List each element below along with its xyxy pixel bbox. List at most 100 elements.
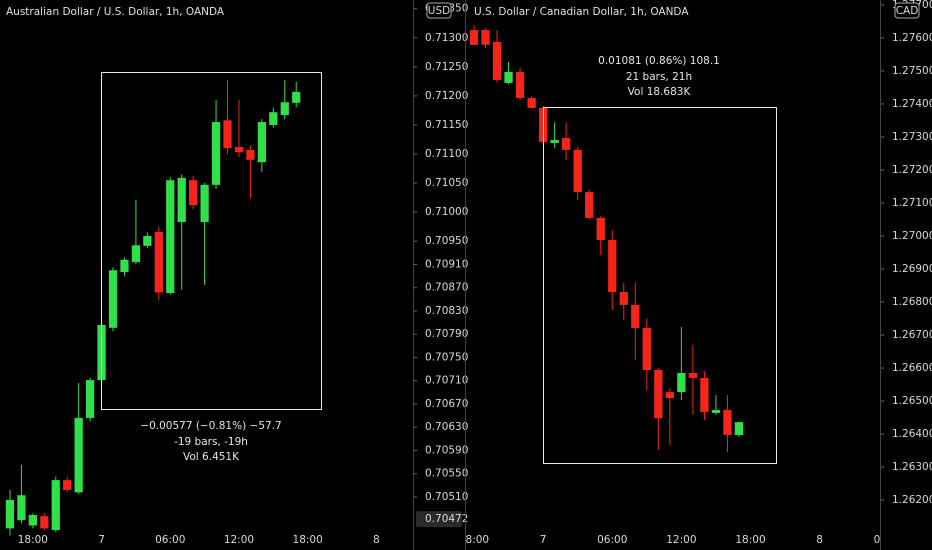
candle-body <box>654 370 663 419</box>
candle-body <box>5 499 15 529</box>
x-tick-label: 18:00 <box>293 534 323 546</box>
measure-label: −0.00577 (−0.81%) −57.7 <box>140 420 281 432</box>
y-tick-label: 0.70670 <box>425 398 468 410</box>
y-tick-label: 0.70910 <box>425 258 468 270</box>
y-tick-label: 1.26800 <box>892 296 932 308</box>
x-tick-label: 12:00 <box>666 534 696 546</box>
candle-body <box>189 180 198 206</box>
candle-body <box>585 192 594 218</box>
y-tick-label: 1.27500 <box>892 65 932 77</box>
candle-body <box>85 380 95 418</box>
candle-body <box>723 409 732 436</box>
candle-body <box>642 328 651 371</box>
price-marker-label: 0.70472 <box>425 513 468 525</box>
candle-body <box>596 217 605 240</box>
y-tick-label: 1.27600 <box>892 32 932 44</box>
candle-body <box>177 177 186 223</box>
chart-title: Australian Dollar / U.S. Dollar, 1h, OAN… <box>6 6 225 18</box>
x-tick-label: 18:00 <box>18 534 48 546</box>
y-tick-label: 0.70870 <box>425 282 468 294</box>
x-tick-label: 18:00 <box>735 534 765 546</box>
candle-body <box>269 112 278 125</box>
y-tick-label: 0.70550 <box>425 468 468 480</box>
candle-body <box>562 137 571 150</box>
currency-label: USD <box>428 5 450 17</box>
x-tick-label: 06:00 <box>597 534 627 546</box>
candle-body <box>257 122 266 163</box>
candle-body <box>17 495 26 521</box>
y-tick-label: 1.27300 <box>892 131 932 143</box>
left-price-axis: 0.713500.713000.712500.712000.711500.711… <box>413 0 468 550</box>
x-tick-label: 8 <box>816 534 823 546</box>
y-tick-label: 0.70750 <box>425 351 468 363</box>
candle-body <box>200 184 209 223</box>
x-tick-label: 06:00 <box>874 534 904 546</box>
measure-label: Vol 18.683K <box>628 86 692 98</box>
y-tick-label: 0.70710 <box>425 375 468 387</box>
candle-body <box>700 377 709 412</box>
chart-title: U.S. Dollar / Canadian Dollar, 1h, OANDA <box>474 6 689 18</box>
x-tick-label: 8 <box>373 534 380 546</box>
y-tick-label: 0.71150 <box>425 119 468 131</box>
candle-body <box>280 102 289 116</box>
measure-box <box>543 107 777 464</box>
candle-body <box>292 91 301 103</box>
candle-body <box>40 516 49 529</box>
y-tick-label: 0.70590 <box>425 444 468 456</box>
candle-body <box>63 480 72 491</box>
candle-body <box>734 422 744 436</box>
candle-body <box>665 392 674 399</box>
y-tick-label: 0.70510 <box>425 491 468 503</box>
candle-body <box>74 417 83 493</box>
right-plot: U.S. Dollar / Canadian Dollar, 1h, OANDA… <box>459 6 904 546</box>
candle-body <box>108 270 118 328</box>
candle-body <box>619 292 628 305</box>
y-tick-label: 1.26200 <box>892 494 932 506</box>
candle-body <box>527 98 536 108</box>
x-tick-label: 7 <box>98 534 105 546</box>
x-tick-label: 18:00 <box>459 534 489 546</box>
y-tick-label: 1.27100 <box>892 197 932 209</box>
candle-body <box>688 372 698 378</box>
candle-body <box>677 372 686 393</box>
measure-label: Vol 6.451K <box>183 451 240 463</box>
candle-body <box>211 122 221 185</box>
y-tick-label: 1.27200 <box>892 164 932 176</box>
candle-body <box>154 231 163 293</box>
y-tick-label: 0.70790 <box>425 328 468 340</box>
candle-body <box>481 30 490 45</box>
left-plot: Australian Dollar / U.S. Dollar, 1h, OAN… <box>5 6 380 546</box>
x-tick-label: 7 <box>540 534 547 546</box>
candle-body <box>246 149 255 160</box>
candle-body <box>131 245 141 263</box>
y-tick-label: 0.71200 <box>425 90 468 102</box>
y-tick-label: 1.26500 <box>892 395 932 407</box>
x-tick-label: 06:00 <box>155 534 185 546</box>
measure-label: 0.01081 (0.86%) 108.1 <box>598 55 720 67</box>
candle-body <box>234 147 244 153</box>
y-tick-label: 0.70950 <box>425 235 468 247</box>
axis-background <box>414 0 465 550</box>
y-tick-label: 1.26900 <box>892 263 932 275</box>
candle-body <box>223 120 232 149</box>
candle-body <box>573 149 582 193</box>
y-tick-label: 0.70630 <box>425 421 468 433</box>
candle-body <box>550 139 559 143</box>
candle-body <box>120 259 129 273</box>
axis-background <box>881 0 932 550</box>
candle-body <box>166 180 175 293</box>
y-tick-label: 0.71050 <box>425 177 468 189</box>
y-tick-label: 1.27000 <box>892 230 932 242</box>
measure-label: -19 bars, -19h <box>174 436 248 448</box>
y-tick-label: 0.71300 <box>425 32 468 44</box>
y-tick-label: 0.71000 <box>425 206 468 218</box>
y-tick-label: 1.26300 <box>892 461 932 473</box>
candle-body <box>504 71 513 83</box>
y-tick-label: 0.70830 <box>425 305 468 317</box>
candle-body <box>492 41 502 80</box>
currency-badge <box>894 2 920 19</box>
candle-body <box>711 409 721 413</box>
price-marker <box>416 511 462 528</box>
x-tick-label: 12:00 <box>224 534 254 546</box>
